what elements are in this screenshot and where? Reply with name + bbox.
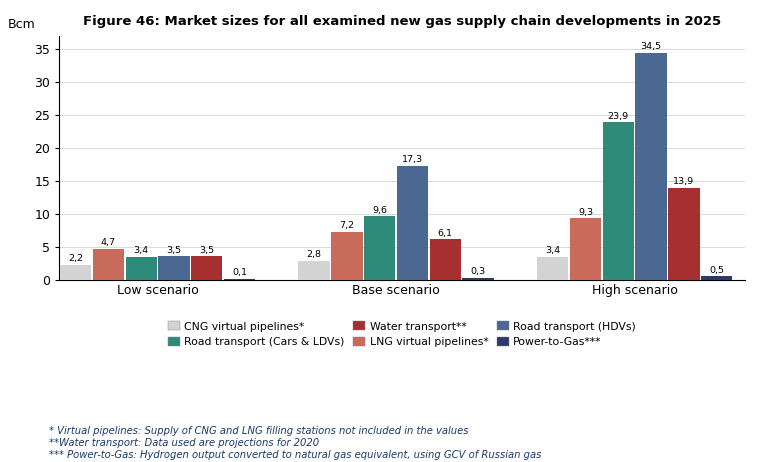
Text: 0,3: 0,3 xyxy=(470,267,486,276)
Text: 3,4: 3,4 xyxy=(545,247,560,255)
Text: 2,8: 2,8 xyxy=(306,250,321,260)
Text: 9,3: 9,3 xyxy=(578,208,593,217)
Text: 7,2: 7,2 xyxy=(340,221,354,231)
Bar xyxy=(93,249,124,280)
Bar xyxy=(125,257,157,280)
Bar xyxy=(570,219,601,280)
Bar xyxy=(299,261,330,280)
Bar xyxy=(364,216,395,280)
Bar xyxy=(603,122,634,280)
Bar xyxy=(191,256,223,280)
Text: 0,1: 0,1 xyxy=(232,268,247,277)
Text: * Virtual pipelines: Supply of CNG and LNG filling stations not included in the : * Virtual pipelines: Supply of CNG and L… xyxy=(49,426,542,460)
Bar xyxy=(463,278,494,280)
Text: 3,4: 3,4 xyxy=(134,247,149,255)
Bar xyxy=(60,265,91,280)
Bar xyxy=(537,257,568,280)
Text: 3,5: 3,5 xyxy=(199,246,214,255)
Text: 9,6: 9,6 xyxy=(372,206,388,215)
Text: 17,3: 17,3 xyxy=(402,155,423,164)
Text: 23,9: 23,9 xyxy=(608,112,629,121)
Bar xyxy=(331,232,363,280)
Bar xyxy=(397,166,428,280)
Text: 0,5: 0,5 xyxy=(709,266,724,274)
Bar xyxy=(635,53,667,280)
Bar xyxy=(224,279,255,280)
Text: 13,9: 13,9 xyxy=(673,177,695,187)
Text: 2,2: 2,2 xyxy=(68,255,83,263)
Text: 6,1: 6,1 xyxy=(438,229,453,238)
Bar xyxy=(701,276,733,280)
Text: 4,7: 4,7 xyxy=(101,238,116,247)
Bar xyxy=(668,188,699,280)
Bar xyxy=(429,239,461,280)
Text: 34,5: 34,5 xyxy=(641,42,662,51)
Bar xyxy=(158,256,190,280)
Text: Bcm: Bcm xyxy=(8,18,36,31)
Text: 3,5: 3,5 xyxy=(166,246,182,255)
Legend: CNG virtual pipelines*, Road transport (Cars & LDVs), Water transport**, LNG vir: CNG virtual pipelines*, Road transport (… xyxy=(168,322,636,347)
Title: Figure 46: Market sizes for all examined new gas supply chain developments in 20: Figure 46: Market sizes for all examined… xyxy=(83,15,721,28)
